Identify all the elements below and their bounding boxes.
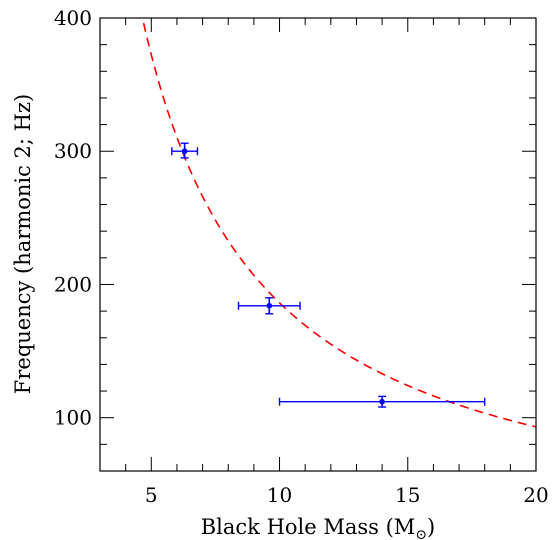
fit-curve [142,22,537,428]
x-axis-title: Black Hole Mass (M⊙) [201,515,436,540]
x-tick-label: 20 [523,483,548,507]
tick-labels-layer: 5 10 15 20 100 200 300 400 [54,6,549,507]
x-tick-label: 15 [395,483,420,507]
y-tick-label: 100 [54,406,92,430]
data-points-layer [171,142,486,408]
point-marker [181,148,188,155]
plot-frame [99,17,537,472]
point-marker [379,398,385,405]
data-point [237,297,301,315]
x-tick-label: 10 [267,483,292,507]
y-tick-label: 200 [54,272,92,296]
x-axis-title-suffix: ) [427,515,435,539]
data-point [278,395,486,408]
x-tick-label: 5 [145,483,158,507]
y-tick-label: 400 [54,6,92,30]
ticks-layer [99,17,537,472]
point-marker [266,302,273,309]
y-axis-title: Frequency (harmonic 2; Hz) [11,94,35,394]
fit-curve-layer [142,22,537,428]
data-point [171,142,199,159]
x-axis-title-subscript: ⊙ [415,527,427,540]
y-tick-label: 300 [54,139,92,163]
